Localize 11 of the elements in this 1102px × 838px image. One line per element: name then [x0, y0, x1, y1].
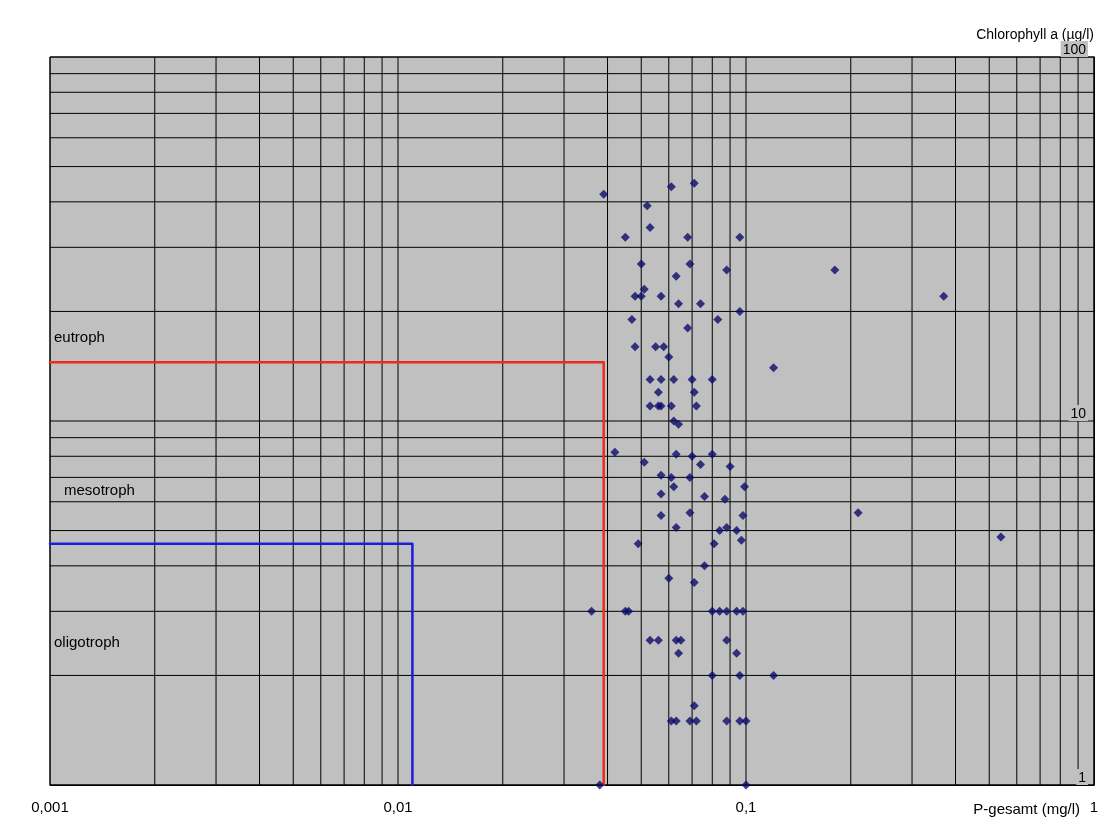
annotation: eutroph: [54, 327, 105, 345]
y-tick-label: 10: [1070, 405, 1087, 421]
x-tick-label: 1: [1089, 798, 1099, 815]
annotation: oligotroph: [54, 632, 120, 650]
x-tick-label: 0,1: [735, 798, 757, 815]
annotation: mesotroph: [64, 480, 135, 498]
x-axis-title: P-gesamt (mg/l): [973, 800, 1080, 817]
y-tick-label: 1: [1078, 769, 1087, 785]
x-tick-label: 0,01: [383, 798, 413, 815]
y-tick-label: 100: [1062, 41, 1087, 57]
x-tick-label: 0,001: [31, 798, 69, 815]
